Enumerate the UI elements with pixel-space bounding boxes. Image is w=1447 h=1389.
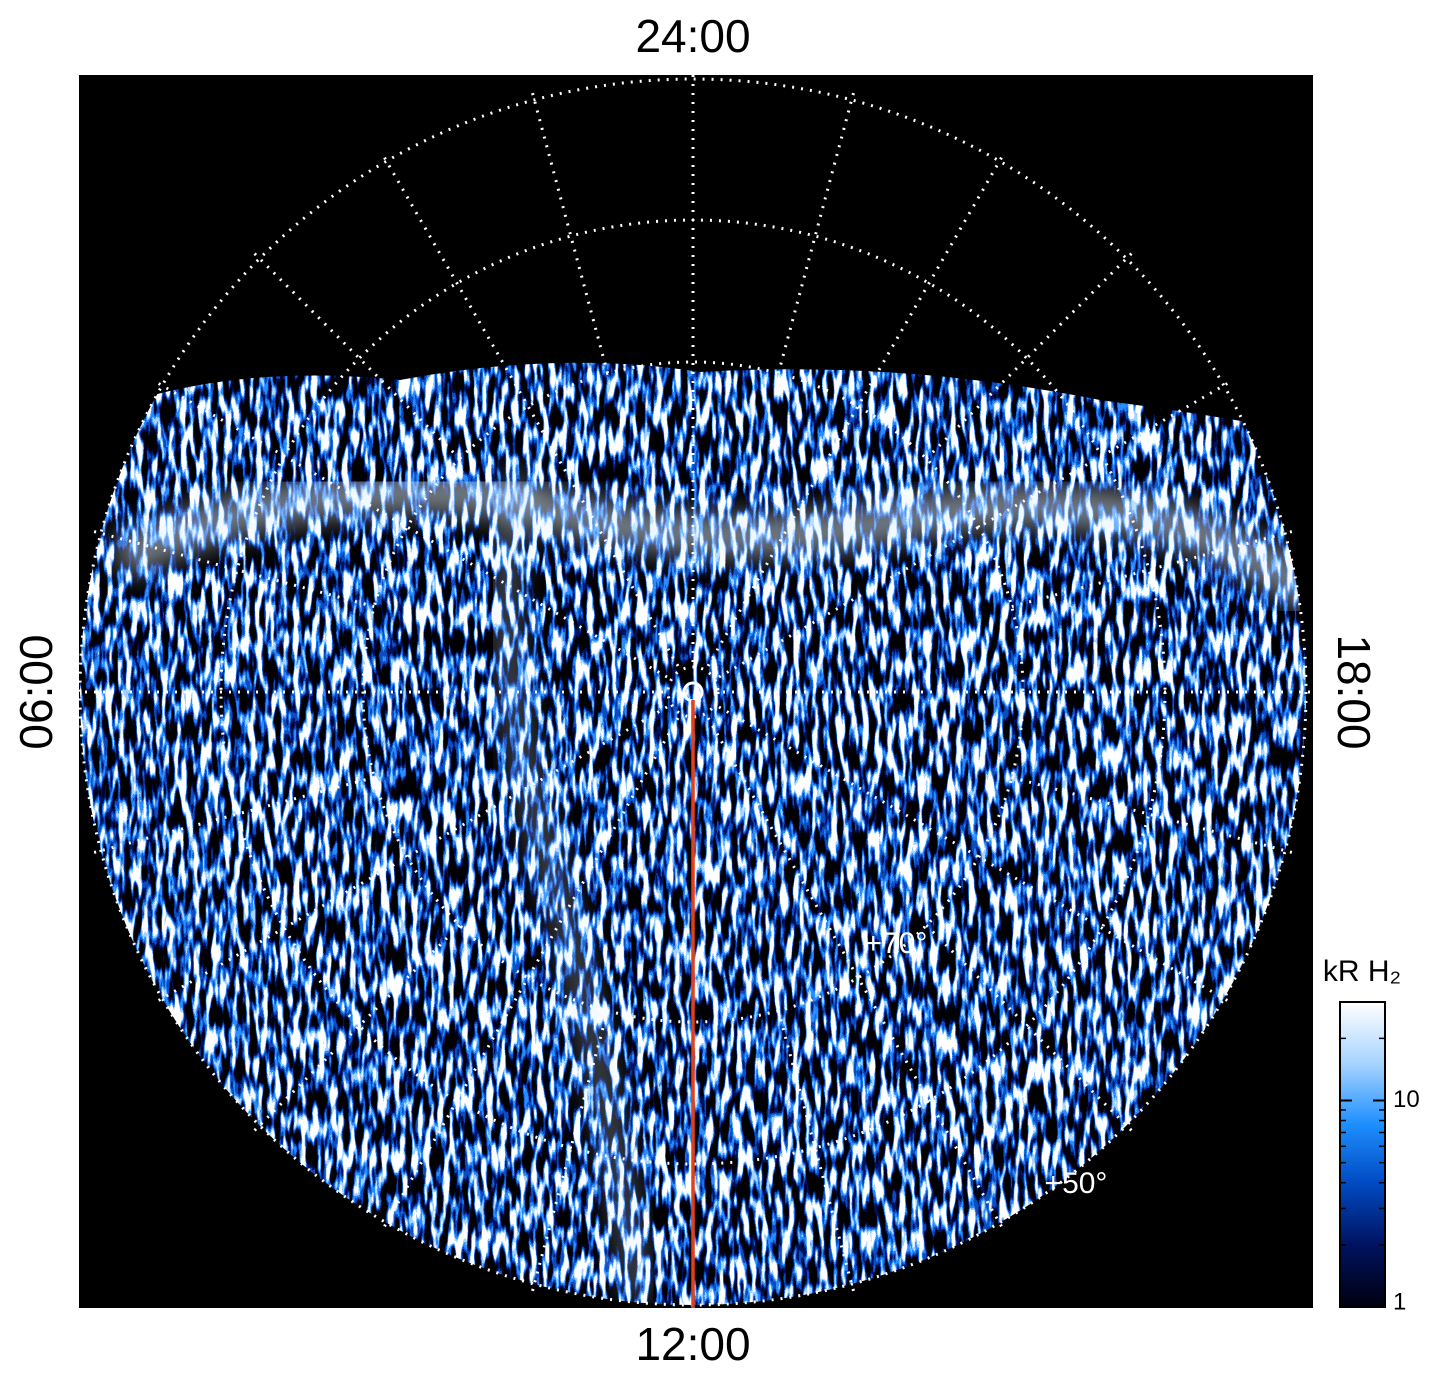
latitude-label: +70°	[865, 927, 928, 960]
local-time-label: 24:00	[635, 10, 750, 62]
graticule	[79, 75, 1313, 1308]
emission-streak	[493, 467, 653, 1303]
latitude-circle	[666, 665, 720, 719]
meridian-line	[925, 924, 1133, 1132]
colorbar-ticks: 1 10	[1340, 1037, 1420, 1315]
meridian-line	[93, 530, 375, 609]
meridian-line	[531, 1010, 610, 1292]
local-time-label: 12:00	[635, 1318, 750, 1370]
meridian-line	[253, 924, 461, 1132]
meridian-line	[253, 252, 461, 460]
colorbar-tick-label: 1	[1393, 1288, 1406, 1315]
meridian-line	[1011, 775, 1293, 854]
meridian-line	[925, 252, 1133, 460]
auroral-oval	[111, 472, 1306, 616]
colorbar-label: kR H₂	[1323, 955, 1401, 988]
colorbar	[1339, 1001, 1386, 1308]
local-time-label: 06:00	[10, 634, 62, 749]
meridian-line	[93, 775, 375, 854]
meridian-line	[776, 92, 855, 374]
local-time-label: 18:00	[1328, 634, 1380, 749]
meridian-line	[1011, 530, 1293, 609]
latitude-circle	[361, 360, 1025, 1024]
meridian-line	[776, 1010, 855, 1292]
latitude-label: +50°	[1045, 1167, 1108, 1200]
colorbar-tick-label: 10	[1393, 1086, 1420, 1113]
meridian-line	[531, 92, 610, 374]
latitude-circle	[79, 77, 1308, 1307]
